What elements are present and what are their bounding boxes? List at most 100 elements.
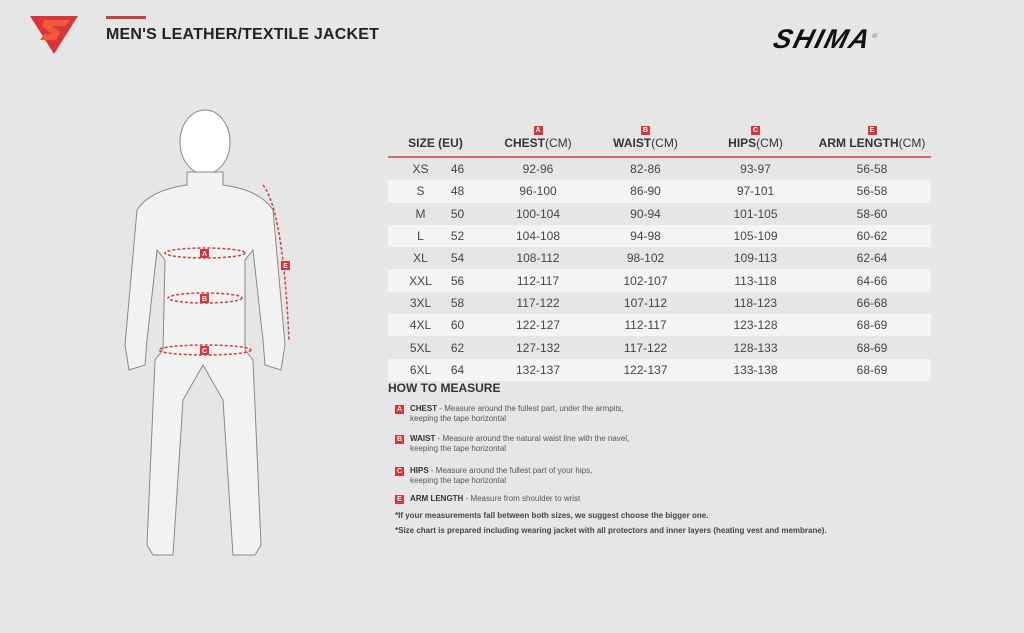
column-header: A CHEST(CM) (483, 112, 593, 157)
measure-badge: E (395, 495, 404, 504)
measure-desc: - Measure around the fullest part, under… (437, 404, 624, 413)
column-badge: E (867, 126, 877, 135)
column-label: HIPS (728, 136, 757, 150)
size-cell: XXL 56 (388, 269, 483, 291)
measure-cell: 64-66 (856, 273, 888, 288)
measure-cell: 133-138 (733, 362, 778, 377)
size-label: 3XL (409, 295, 432, 310)
measure-desc: - Measure from shoulder to wrist (463, 494, 581, 503)
measure-cell: 117-122 (516, 295, 560, 310)
measure-badge: C (395, 467, 404, 476)
badge-e-label: E (283, 263, 288, 270)
measure-cell: 66-68 (856, 295, 888, 310)
size-label: M (415, 206, 426, 221)
measure-cell: 100-104 (515, 206, 561, 221)
column-label: CHEST (504, 136, 545, 150)
measure-name: ARM LENGTH (410, 494, 464, 503)
size-eu: 50 (450, 206, 465, 221)
size-eu: 46 (450, 162, 465, 177)
badge-c-label: C (202, 348, 207, 355)
measure-cell: 127-132 (515, 340, 561, 355)
measure-item: B WAIST - Measure around the natural wais… (395, 434, 629, 454)
title-accent-bar (106, 16, 146, 19)
measure-cell: 68-69 (856, 318, 888, 333)
measure-cell: 112-117 (624, 318, 667, 333)
measure-desc: - Measure around the fullest part of you… (428, 466, 593, 475)
measure-cell: 113-118 (734, 273, 777, 288)
brand-logo-icon (30, 16, 78, 54)
measure-cell: 90-94 (630, 206, 661, 221)
measure-cell: 94-98 (630, 229, 661, 244)
measure-cell: 56-58 (856, 184, 888, 199)
size-cell: M 50 (388, 203, 483, 225)
how-to-measure-title: HOW TO MEASURE (388, 381, 501, 395)
size-cell: XL 54 (388, 247, 483, 269)
size-label: XS (412, 162, 429, 177)
measure-cell: 109-113 (733, 251, 778, 266)
size-eu: 58 (450, 295, 465, 310)
measure-badge: B (395, 435, 404, 444)
measure-cell: 104-108 (515, 229, 561, 244)
size-eu: 56 (450, 273, 465, 288)
measure-cell: 132-137 (515, 362, 561, 377)
measure-cell: 56-58 (856, 162, 888, 177)
column-badge: A (533, 126, 543, 135)
body-figure: A B C E (124, 109, 290, 556)
measure-cell: 97-101 (736, 184, 775, 199)
measure-desc-2: keeping the tape horizontal (410, 444, 507, 453)
size-label: S (416, 184, 425, 199)
size-eu: 64 (450, 362, 465, 377)
table-row: XS 46 92-96 82-86 93-97 56-58 (388, 157, 931, 180)
measure-cell: 102-107 (623, 273, 668, 288)
table-row: 5XL 62 127-132 117-122 128-133 68-69 (388, 336, 931, 358)
size-label: 5XL (409, 340, 432, 355)
size-cell: 5XL 62 (388, 336, 483, 358)
size-cell: 3XL 58 (388, 292, 483, 314)
measure-cell: 117-122 (623, 340, 668, 355)
note-chart-prepared: *Size chart is prepared including wearin… (395, 526, 827, 535)
table-row: S 48 96-100 86-90 97-101 56-58 (388, 180, 931, 203)
size-cell: 4XL 60 (388, 314, 483, 336)
measure-cell: 62-64 (856, 251, 888, 266)
measure-cell: 96-100 (519, 184, 557, 199)
page-title: MEN'S LEATHER/TEXTILE JACKET (106, 26, 380, 43)
measure-item: C HIPS - Measure around the fullest part … (395, 466, 592, 486)
note-between-sizes: *If your measurements fall between both … (395, 511, 709, 520)
column-header: B WAIST(CM) (593, 112, 698, 157)
measure-cell: 105-109 (733, 229, 778, 244)
size-cell: 6XL 64 (388, 359, 483, 381)
measure-cell: 93-97 (740, 162, 771, 177)
column-badge: B (641, 126, 650, 135)
measure-cell: 98-102 (626, 251, 665, 266)
measure-cell: 58-60 (856, 206, 888, 221)
table-row: XXL 56 112-117 102-107 113-118 64-66 (388, 269, 931, 292)
measure-name: HIPS (410, 466, 429, 475)
measure-cell: 101-105 (733, 206, 778, 221)
size-label: XL (413, 251, 428, 266)
size-eu: 62 (450, 340, 465, 355)
measure-cell: 123-128 (733, 318, 778, 333)
column-label: WAIST (613, 136, 652, 150)
column-header: E ARM LENGTH(CM) (813, 112, 931, 157)
table-row: 4XL 60 122-127 112-117 123-128 68-69 (388, 314, 931, 337)
size-label: XXL (409, 273, 432, 288)
size-cell: XS 46 (388, 157, 483, 180)
measure-cell: 122-127 (515, 318, 561, 333)
measure-badge: A (395, 405, 404, 414)
column-unit: (CM) (651, 136, 678, 150)
size-cell: S 48 (388, 180, 483, 202)
table-row: XL 54 108-112 98-102 109-113 62-64 (388, 247, 931, 269)
measure-desc: - Measure around the natural waist line … (435, 434, 630, 443)
column-label: SIZE (EU) (408, 136, 463, 150)
size-label: 6XL (409, 362, 432, 377)
measure-item: E ARM LENGTH - Measure from shoulder to w… (395, 494, 580, 504)
column-badge: C (751, 126, 760, 135)
size-label: 4XL (409, 318, 432, 333)
size-eu: 48 (450, 184, 465, 199)
size-eu: 52 (450, 229, 465, 244)
measure-cell: 112-117 (516, 273, 560, 288)
badge-a-label: A (202, 251, 207, 258)
table-row: 3XL 58 117-122 107-112 118-123 66-68 (388, 292, 931, 314)
column-header: C HIPS(CM) (698, 112, 813, 157)
measure-cell: 128-133 (733, 340, 778, 355)
